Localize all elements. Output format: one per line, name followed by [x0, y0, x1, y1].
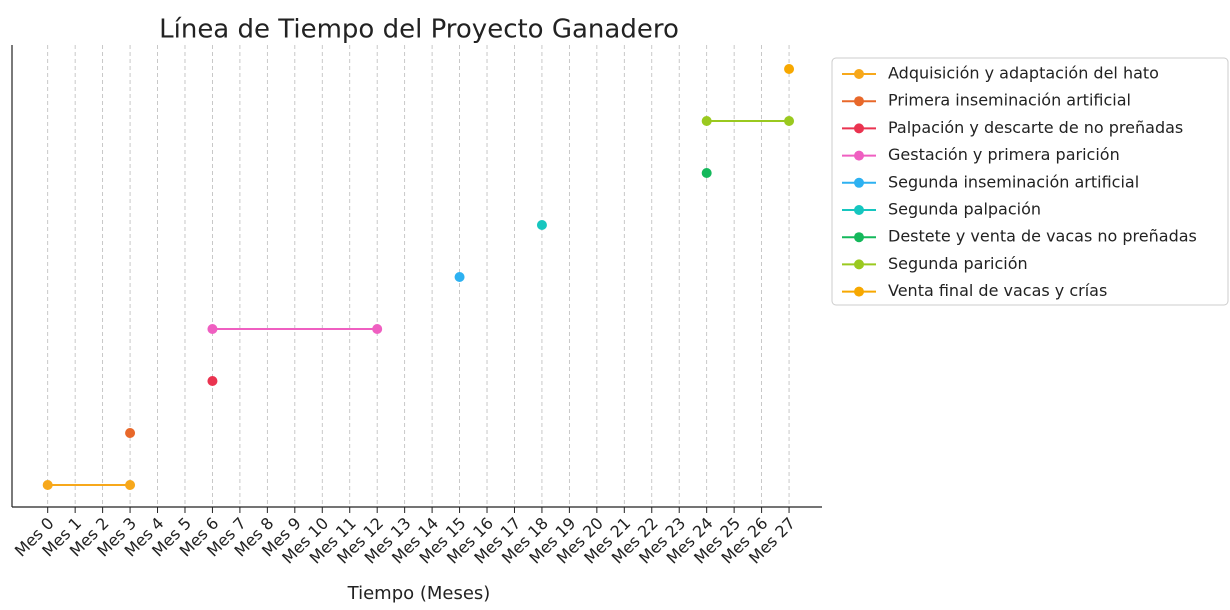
legend-label: Adquisición y adaptación del hato: [888, 64, 1159, 83]
timeline-point: [207, 324, 218, 334]
legend-marker: [854, 96, 864, 107]
timeline-point: [784, 116, 795, 126]
legend-label: Primera inseminación artificial: [888, 91, 1131, 110]
legend-label: Venta final de vacas y crías: [888, 281, 1107, 300]
legend-label: Palpación y descarte de no preñadas: [888, 118, 1183, 137]
legend-marker: [854, 205, 864, 215]
legend-marker: [854, 123, 864, 134]
legend-label: Segunda palpación: [888, 200, 1041, 219]
timeline-point: [42, 480, 53, 490]
legend-marker: [854, 286, 864, 297]
legend-marker: [854, 259, 864, 270]
chart-title: Línea de Tiempo del Proyecto Ganadero: [159, 15, 679, 45]
timeline-point: [536, 220, 547, 230]
legend-label: Segunda parición: [888, 254, 1028, 273]
timeline-point: [701, 168, 712, 178]
legend-marker: [854, 232, 864, 243]
timeline-point: [125, 428, 136, 438]
legend-marker: [854, 69, 864, 79]
timeline-point: [784, 64, 795, 74]
timeline-point: [207, 376, 218, 386]
legend-marker: [854, 177, 864, 188]
x-axis-label: Tiempo (Meses): [347, 583, 491, 604]
timeline-point: [125, 480, 136, 490]
timeline-point: [701, 116, 712, 126]
legend-label: Gestación y primera parición: [888, 145, 1120, 164]
legend-label: Destete y venta de vacas no preñadas: [888, 227, 1197, 246]
legend-marker: [854, 150, 864, 161]
legend-label: Segunda inseminación artificial: [888, 172, 1139, 191]
timeline-point: [372, 324, 383, 334]
timeline-point: [454, 272, 465, 282]
legend-box: [831, 57, 1229, 306]
